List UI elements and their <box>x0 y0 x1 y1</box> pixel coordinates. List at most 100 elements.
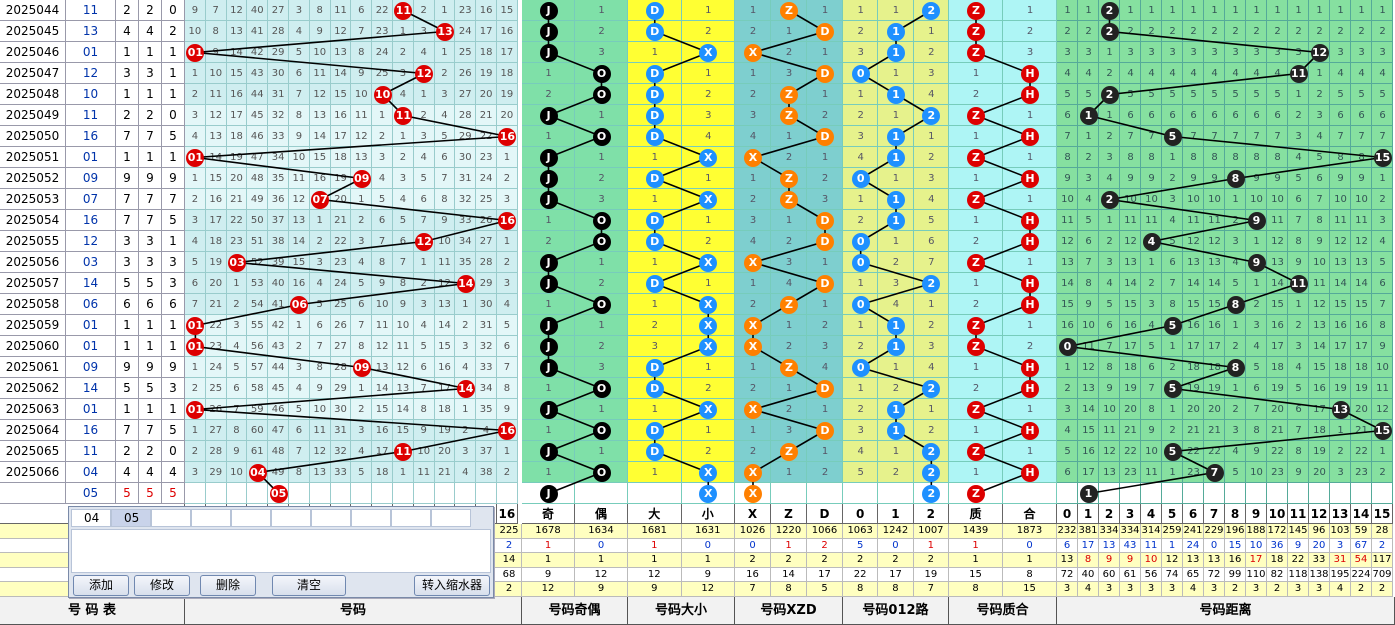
miss-cell: 5 <box>434 126 456 147</box>
distance-miss: 6 <box>1064 110 1071 121</box>
miss-cell: 4 <box>413 147 435 168</box>
add-button[interactable]: 添加 <box>73 575 129 596</box>
distance-miss: 7 <box>1085 257 1092 268</box>
miss-cell: 12 <box>330 21 352 42</box>
miss-cell: 4 <box>413 42 435 63</box>
transfer-to-filter-button[interactable]: 转入缩水器 <box>414 575 490 596</box>
miss-cell: 7 <box>226 399 248 420</box>
distance-miss: 14 <box>1208 278 1221 289</box>
period-cell <box>0 483 66 504</box>
header-distance: 5 <box>1162 504 1183 524</box>
distance-ball: 1 <box>1079 106 1098 125</box>
miss-cell: 27 <box>268 0 289 21</box>
distance-miss: 15 <box>1208 299 1221 310</box>
miss-cell: 4 <box>185 126 206 147</box>
distance-miss: 1 <box>1232 194 1239 205</box>
draw-number-slot[interactable] <box>191 509 231 527</box>
miss-cell: 48 <box>268 441 289 462</box>
big-small-cell <box>628 483 682 504</box>
xzd-miss: 1 <box>821 404 829 415</box>
period-cell: 2025049 <box>0 105 66 126</box>
draw-number-slot[interactable] <box>351 509 391 527</box>
xzd-miss: 4 <box>821 362 829 373</box>
distance-miss: 3 <box>1148 47 1155 58</box>
route-012-ball: 1 <box>887 316 905 335</box>
miss-cell: 13 <box>434 294 456 315</box>
miss-cell: 19 <box>330 168 352 189</box>
miss-cell: 8 <box>497 378 518 399</box>
miss-cell: 3 <box>455 441 477 462</box>
xzd-cell <box>771 483 807 504</box>
miss-cell: 9 <box>372 273 393 294</box>
distance-miss: 17 <box>1208 341 1221 352</box>
miss-cell: 32 <box>455 189 477 210</box>
distance-miss: 7 <box>1253 131 1260 142</box>
distance-miss: 9 <box>1274 173 1281 184</box>
sum-cell: 3 <box>162 378 185 399</box>
distance-miss: 7 <box>1148 131 1155 142</box>
miss-cell: 21 <box>226 189 248 210</box>
distance-cell <box>1162 483 1183 504</box>
clear-button[interactable]: 清空 <box>272 575 346 596</box>
odd-even-miss: 3 <box>598 194 605 205</box>
draw-number-slot[interactable] <box>431 509 471 527</box>
draw-number-slot[interactable] <box>311 509 351 527</box>
route-012-miss: 5 <box>857 467 864 478</box>
miss-cell: 9 <box>309 378 331 399</box>
draw-number-slot[interactable]: 05 <box>111 509 151 527</box>
miss-cell: 23 <box>205 336 227 357</box>
miss-cell: 16 <box>497 21 518 42</box>
route-012-miss: 7 <box>928 257 935 268</box>
distance-miss: 2 <box>1232 215 1239 226</box>
big-small-ball: D <box>645 127 664 146</box>
sum-cell: 9 <box>139 357 162 378</box>
distance-miss: 4 <box>1253 341 1260 352</box>
xzd-miss: 2 <box>785 404 793 415</box>
distance-miss: 2 <box>1337 26 1344 37</box>
distance-miss: 6 <box>1337 110 1344 121</box>
distance-miss: 11 <box>1124 215 1137 226</box>
delete-button[interactable]: 删除 <box>200 575 256 596</box>
draw-number-slot[interactable] <box>391 509 431 527</box>
route-012-miss: 4 <box>892 299 900 310</box>
stat-dist-value: 145 <box>1288 524 1309 539</box>
draw-number-slot[interactable] <box>151 509 191 527</box>
route-012-miss: 1 <box>928 26 935 37</box>
distance-miss: 20 <box>1271 404 1284 415</box>
sum-cell: 9 <box>162 168 185 189</box>
draw-number-slot[interactable]: 04 <box>71 509 111 527</box>
number-cell: 16 <box>66 210 116 231</box>
odd-even-ball: J <box>539 484 558 503</box>
distance-miss: 9 <box>1148 173 1155 184</box>
draw-number-slot[interactable] <box>231 509 271 527</box>
draw-number-slot[interactable] <box>271 509 311 527</box>
miss-cell: 29 <box>268 42 289 63</box>
stat-dist-value: 61 <box>1120 567 1141 582</box>
miss-cell: 41 <box>247 21 269 42</box>
stat-xzd-value: 2 <box>807 553 843 568</box>
miss-cell: 11 <box>413 462 435 483</box>
draw-number-list[interactable] <box>71 529 491 573</box>
stat-r012-value: 17 <box>878 567 914 582</box>
stat-pc-value: 0 <box>1003 538 1057 553</box>
distance-ball: 8 <box>1226 169 1245 188</box>
miss-cell: 3 <box>455 336 477 357</box>
big-small-ball: D <box>645 64 664 83</box>
distance-ball: 0 <box>1058 337 1077 356</box>
miss-cell: 10 <box>205 63 227 84</box>
prime-composite-ball: Z <box>967 106 985 125</box>
number-cell: 01 <box>66 399 116 420</box>
edit-button[interactable]: 修改 <box>134 575 190 596</box>
sum-cell: 1 <box>162 336 185 357</box>
distance-ball: 8 <box>1226 295 1245 314</box>
stat-dist-value: 22 <box>1288 553 1309 568</box>
route-012-ball: 1 <box>887 43 905 62</box>
sum-cell: 7 <box>139 126 162 147</box>
number-ball: 05 <box>269 484 288 503</box>
stat-dist-value: 334 <box>1099 524 1120 539</box>
miss-cell: 13 <box>351 147 373 168</box>
stat-dist-value: 13 <box>1057 553 1078 568</box>
number-ball: 01 <box>186 43 205 62</box>
stat-r012-value: 19 <box>913 567 949 582</box>
stat-bs-value: 12 <box>681 582 735 597</box>
